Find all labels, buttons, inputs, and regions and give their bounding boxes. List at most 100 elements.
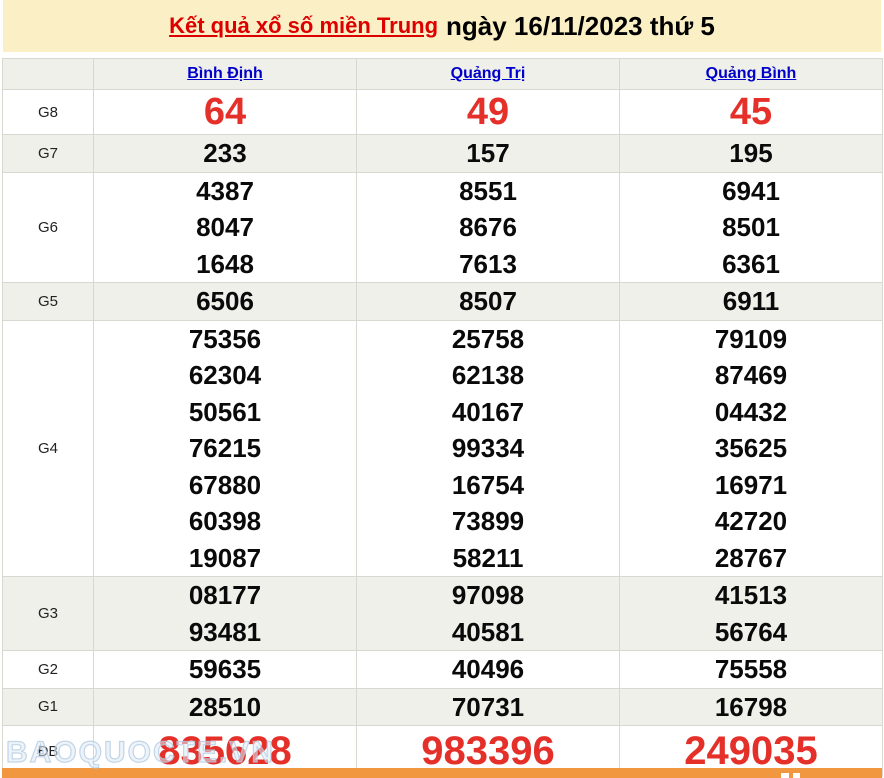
result-number: 76215 (188, 433, 262, 463)
province-link-binh-dinh[interactable]: Bình Định (187, 65, 263, 82)
footer-bar-artifact (781, 773, 789, 778)
result-cell: 79109 87469 04432 35625 16971 42720 28767 (619, 319, 883, 577)
result-number: 70731 (451, 691, 525, 722)
result-number: 19087 (188, 542, 262, 573)
prize-row-g4: G4 75356 62304 50561 76215 67880 60398 19087 257… (2, 319, 883, 577)
result-number: 64 (203, 91, 247, 133)
result-number: 983396 (421, 729, 555, 773)
province-link-quang-tri[interactable]: Quảng Trị (450, 65, 526, 82)
prize-row-g2: G2 59635 40496 75558 (2, 650, 883, 689)
result-cell: 6506 (93, 282, 357, 321)
result-number: 16798 (714, 691, 788, 722)
result-number: 60398 (188, 506, 262, 536)
result-number: 75558 (714, 654, 788, 684)
result-number: 233 (203, 138, 247, 168)
result-number: 6506 (196, 286, 254, 316)
result-cell: 40496 (356, 650, 620, 689)
result-number: 97098 (451, 580, 525, 610)
result-cell: 08177 93481 (93, 576, 357, 651)
result-number: 40167 (451, 396, 525, 427)
results-table-body: G8 64 49 45 G7 233 157 195 G6 4387 8047 1648 8551 867… (2, 89, 883, 777)
page-title: Kết quả xổ số miền Trung ngày 16/11/2023… (3, 0, 881, 52)
prize-label: G5 (2, 282, 94, 321)
result-number: 6911 (722, 286, 780, 316)
prize-row-g1: G1 28510 70731 16798 (2, 687, 883, 726)
result-number: 79109 (714, 323, 788, 354)
result-cell: 16798 (619, 687, 883, 726)
result-cell: 70731 (356, 687, 620, 726)
result-number: 4387 (196, 175, 254, 206)
result-number: 08177 (188, 580, 262, 610)
result-number: 195 (729, 138, 773, 168)
result-number: 8676 (459, 212, 517, 242)
result-number: 16971 (714, 469, 788, 500)
province-header-binh-dinh: Bình Định (93, 58, 357, 90)
result-number: 40496 (451, 654, 525, 684)
result-number: 04432 (714, 396, 788, 427)
draw-date-text: ngày 16/11/2023 thứ 5 (446, 10, 715, 41)
prize-label: G4 (2, 319, 94, 577)
province-header-quang-tri: Quảng Trị (356, 58, 620, 90)
footer-orange-bar (2, 768, 882, 778)
result-number: 58211 (452, 542, 524, 573)
result-cell: 4387 8047 1648 (93, 171, 357, 283)
result-cell: 8551 8676 7613 (356, 171, 620, 283)
result-number: 8501 (722, 212, 780, 242)
result-number: 25758 (451, 323, 525, 354)
result-number: 99334 (451, 433, 525, 463)
prize-row-g8: G8 64 49 45 (2, 89, 883, 135)
prize-row-g3: G3 08177 93481 97098 40581 41513 56764 (2, 576, 883, 651)
result-cell: 97098 40581 (356, 576, 620, 651)
region-result-link[interactable]: Kết quả xổ số miền Trung (169, 13, 439, 38)
result-number: 7613 (459, 248, 517, 279)
result-number: 16754 (451, 469, 525, 500)
prize-row-g5: G5 6506 8507 6911 (2, 282, 883, 321)
result-number: 93481 (188, 616, 262, 647)
results-table: Bình Định Quảng Trị Quảng Bình G8 64 49 45 G… (2, 58, 883, 777)
prize-label: G3 (2, 576, 94, 651)
result-number: 49 (466, 91, 510, 133)
result-number: 249035 (684, 729, 818, 773)
result-cell: 6911 (619, 282, 883, 321)
result-cell: 28510 (93, 687, 357, 726)
prize-label: G1 (2, 687, 94, 726)
result-number: 835628 (158, 729, 292, 773)
result-number: 75356 (188, 323, 262, 354)
result-number: 67880 (188, 469, 262, 500)
result-number: 41513 (714, 580, 788, 610)
prize-label: G2 (2, 650, 94, 689)
result-number: 45 (729, 91, 773, 133)
prize-column-header (2, 58, 94, 90)
result-cell: 25758 62138 40167 99334 16754 73899 58211 (356, 319, 620, 577)
result-number: 50561 (188, 396, 262, 427)
result-number: 157 (466, 138, 510, 168)
result-number: 73899 (451, 506, 525, 536)
result-number: 40581 (451, 616, 525, 647)
result-number: 6361 (722, 248, 780, 279)
result-number: 28510 (188, 691, 262, 722)
prize-row-g6: G6 4387 8047 1648 8551 8676 7613 6941 8501 6361 (2, 171, 883, 283)
result-number: 6941 (722, 175, 780, 206)
result-number: 87469 (714, 360, 788, 390)
result-number: 8047 (196, 212, 254, 242)
footer-bar-artifact (793, 773, 800, 778)
result-cell: 41513 56764 (619, 576, 883, 651)
province-link-quang-binh[interactable]: Quảng Bình (705, 65, 797, 82)
result-cell: 64 (93, 89, 357, 135)
result-cell: 49 (356, 89, 620, 135)
prize-label: G7 (2, 134, 94, 173)
prize-label: G8 (2, 89, 94, 135)
result-number: 56764 (714, 616, 788, 647)
result-number: 8507 (459, 286, 517, 316)
result-number: 28767 (714, 542, 788, 573)
result-cell: 45 (619, 89, 883, 135)
result-number: 8551 (459, 175, 517, 206)
province-header-quang-binh: Quảng Bình (619, 58, 883, 90)
prize-label: G6 (2, 171, 94, 283)
result-cell: 59635 (93, 650, 357, 689)
result-cell: 195 (619, 134, 883, 173)
result-number: 42720 (714, 506, 788, 536)
result-cell: 75356 62304 50561 76215 67880 60398 19087 (93, 319, 357, 577)
result-cell: 6941 8501 6361 (619, 171, 883, 283)
